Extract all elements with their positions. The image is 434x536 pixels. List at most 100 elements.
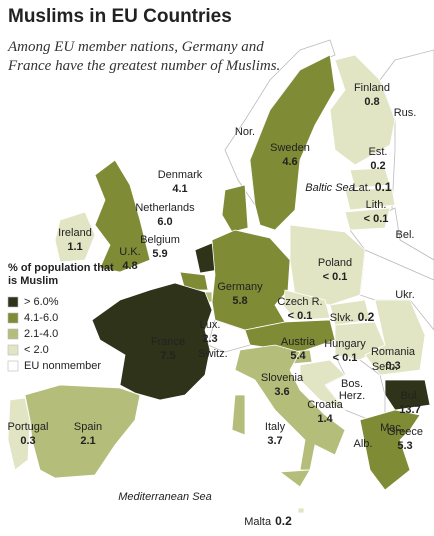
country-value: 0.8 — [364, 96, 379, 108]
country — [329, 54, 396, 166]
country-value: 1.4 — [317, 413, 333, 425]
country-name: Czech R. — [277, 296, 322, 308]
country — [297, 507, 305, 514]
country-name: Ireland — [58, 227, 92, 239]
country — [234, 344, 346, 471]
country-name: Portugal — [8, 421, 49, 433]
country-name: Netherlands — [135, 202, 195, 214]
nonmember-label: Bos. — [341, 378, 363, 390]
country-value: 3.7 — [267, 435, 282, 447]
legend-label: 2.1-4.0 — [24, 328, 58, 340]
title: Muslims in EU Countries — [8, 6, 232, 27]
country-name: Malta — [244, 516, 272, 528]
nonmember-label: Herz. — [339, 390, 365, 402]
country-name: Hungary — [324, 338, 366, 350]
country-name: Finland — [354, 82, 390, 94]
country-name: Denmark — [158, 169, 203, 181]
country-value: 2.1 — [80, 435, 95, 447]
country — [359, 409, 421, 491]
country — [329, 299, 371, 326]
country-name: Est. — [369, 146, 388, 158]
country-name: Slvk. — [330, 312, 354, 324]
country-value: 5.3 — [397, 440, 412, 452]
subtitle: Among EU member nations, Germany and Fra… — [8, 39, 281, 74]
legend-label: > 6.0% — [24, 296, 59, 308]
country-value: 6.0 — [157, 216, 172, 228]
country-value: 0.3 — [385, 360, 400, 372]
country — [289, 224, 366, 306]
legend-label: < 2.0 — [24, 344, 49, 356]
country — [54, 211, 96, 263]
country — [282, 289, 331, 321]
country — [24, 384, 141, 479]
country-label: Malta 0.2 — [244, 514, 292, 528]
legend-swatch — [7, 328, 19, 340]
country-value: < 0.1 — [364, 213, 389, 225]
country — [278, 469, 311, 488]
legend-swatch — [7, 312, 19, 324]
country-value: 5.9 — [152, 248, 167, 260]
legend-swatch — [7, 344, 19, 356]
country-value: < 0.1 — [288, 310, 313, 322]
country-name: Austria — [281, 336, 316, 348]
country — [179, 271, 209, 291]
country-value: 5.8 — [232, 295, 247, 307]
country-name: France — [151, 336, 185, 348]
legend-label: EU nonmember — [24, 360, 101, 372]
country — [299, 359, 347, 411]
country — [211, 229, 291, 331]
nonmember-label: Serb. — [372, 361, 398, 373]
country — [344, 207, 391, 231]
country-value: 4.1 — [172, 183, 187, 195]
country-name: Poland — [318, 257, 352, 269]
nonmember-label: Rus. — [394, 107, 417, 119]
legend-swatch — [7, 360, 19, 372]
country-value: < 0.1 — [333, 352, 358, 364]
country-value: 3.6 — [274, 386, 289, 398]
country-value: 0.1 — [375, 180, 392, 194]
country — [91, 282, 213, 401]
country-value: 0.2 — [358, 310, 375, 324]
country-name: Romania — [371, 346, 416, 358]
country-label: Slvk. 0.2 — [330, 310, 375, 324]
country-value: 0.2 — [370, 160, 385, 172]
country — [384, 379, 431, 411]
country — [231, 394, 246, 436]
nonmember-label: Mac. — [380, 422, 404, 434]
country-name: Spain — [74, 421, 102, 433]
country-name: Bul. — [401, 390, 420, 402]
country — [249, 54, 336, 231]
nonmember-label: Alb. — [354, 438, 373, 450]
country-name: Germany — [217, 281, 263, 293]
nonmember-label: Switz. — [198, 348, 227, 360]
sea-label: Baltic Sea — [305, 182, 355, 194]
nonmember-label: Nor. — [235, 126, 255, 138]
country-value: < 0.1 — [323, 271, 348, 283]
country-value: 0.3 — [20, 435, 35, 447]
country-value: 7.5 — [160, 350, 175, 362]
country-name: Belgium — [140, 234, 180, 246]
country-value: 13.7 — [399, 404, 420, 416]
country-name: Sweden — [270, 142, 310, 154]
nonmember-label: Bel. — [396, 229, 415, 241]
legend-swatch — [7, 296, 19, 308]
country-name: Croatia — [307, 399, 343, 411]
country-label: Lat. 0.1 — [352, 180, 391, 194]
country — [221, 184, 249, 233]
legend-label: 4.1-6.0 — [24, 312, 58, 324]
legend-title: % of population that is Muslim — [8, 262, 114, 287]
country-value: 5.4 — [290, 350, 306, 362]
country-name: Lat. — [352, 182, 370, 194]
country-name: Greece — [387, 426, 423, 438]
country — [364, 299, 426, 376]
country-value: 2.3 — [202, 333, 217, 345]
country-name: Lith. — [366, 199, 387, 211]
country-name: Slovenia — [261, 372, 304, 384]
country — [344, 187, 396, 211]
country-name: U.K. — [119, 246, 140, 258]
sea-label: Mediterranean Sea — [118, 491, 212, 503]
country — [349, 167, 391, 189]
nonmember-label: Ukr. — [395, 289, 415, 301]
